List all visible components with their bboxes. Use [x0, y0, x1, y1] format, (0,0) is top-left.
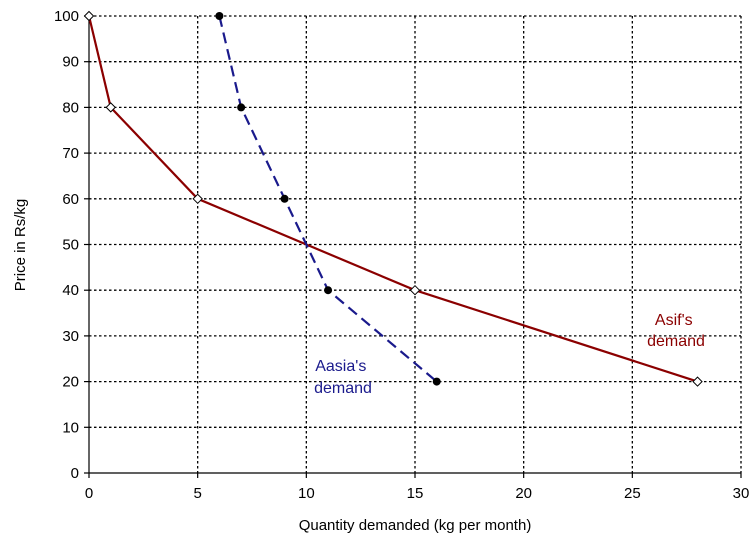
data-point-diamond — [83, 10, 95, 22]
y-tick-label: 10 — [62, 419, 79, 436]
data-point-circle — [280, 194, 289, 203]
y-tick-label: 100 — [54, 8, 79, 25]
data-point-diamond — [105, 102, 116, 113]
y-tick-label: 80 — [62, 99, 79, 116]
grid-lines — [89, 15, 742, 473]
asif-demand-label: Asif's demand — [647, 312, 705, 350]
y-tick-label: 20 — [62, 374, 79, 391]
y-axis-label: Price in Rs/kg — [12, 199, 29, 292]
y-tick-label: 0 — [71, 465, 79, 482]
data-point-circle — [324, 286, 333, 295]
y-tick-label: 70 — [62, 145, 79, 162]
x-tick-label: 5 — [193, 485, 201, 502]
y-tick-label: 50 — [62, 237, 79, 254]
tick-labels: 0 10 20 30 40 50 60 70 80 90 100 0 5 10 15 20 25 30 — [54, 8, 749, 502]
data-point-circle — [237, 103, 246, 112]
y-tick-label: 90 — [62, 54, 79, 71]
x-tick-label: 10 — [298, 485, 315, 502]
data-point-circle — [215, 12, 224, 20]
data-point-circle — [432, 377, 441, 386]
data-point-diamond — [409, 284, 421, 296]
data-point-diamond — [192, 193, 203, 205]
data-point-diamond — [692, 376, 703, 387]
x-tick-label: 30 — [733, 485, 750, 502]
x-axis-label: Quantity demanded (kg per month) — [299, 517, 532, 534]
x-tick-label: 15 — [407, 485, 424, 502]
x-tick-label: 0 — [85, 485, 93, 502]
x-tick-label: 25 — [624, 485, 641, 502]
y-tick-label: 60 — [62, 191, 79, 208]
y-tick-label: 30 — [62, 328, 79, 345]
x-tick-label: 20 — [515, 485, 532, 502]
y-tick-label: 40 — [62, 282, 79, 299]
series-group — [83, 10, 703, 387]
aasia-demand-label: Aasia's demand — [314, 358, 372, 397]
